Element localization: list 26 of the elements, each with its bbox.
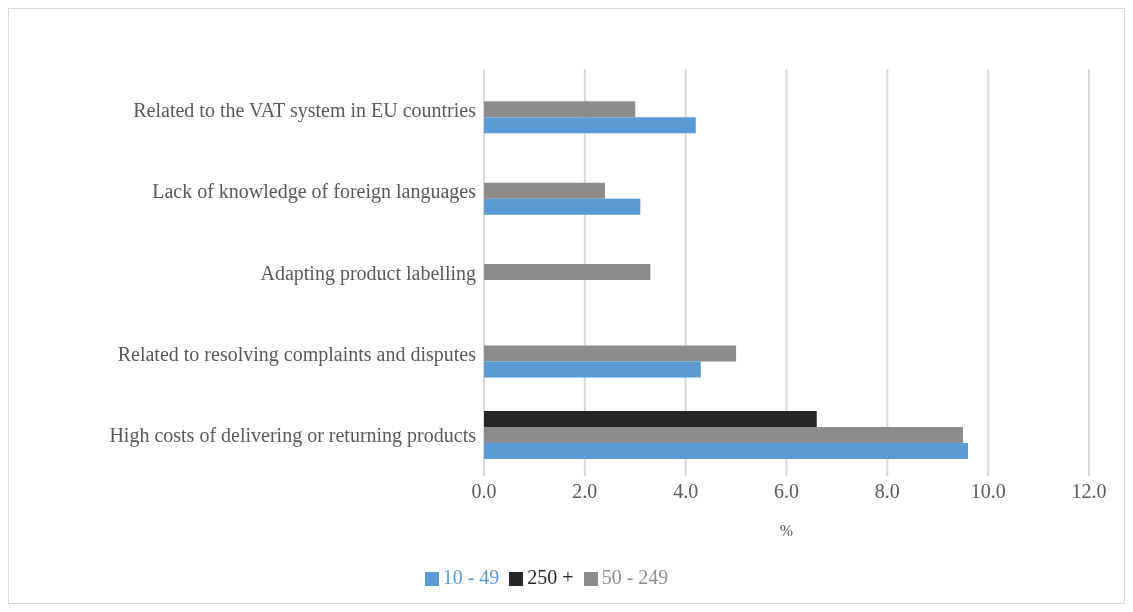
bar [484, 442, 968, 459]
y-tick-label: Lack of knowledge of foreign languages [152, 180, 477, 204]
y-tick-label: Related to the VAT system in EU countries [133, 98, 477, 122]
x-tick-label: 0.0 [471, 480, 497, 503]
bar [484, 426, 963, 443]
bar [484, 410, 817, 427]
bar [484, 117, 696, 134]
x-axis-title: % [779, 522, 794, 539]
y-tick-label: Adapting product labelling [260, 261, 476, 285]
bar [484, 264, 651, 281]
x-tick-label: 8.0 [874, 480, 900, 503]
legend-label: 50 - 249 [601, 566, 669, 588]
x-tick-label: 6.0 [774, 480, 799, 503]
x-tick-label: 12.0 [1071, 480, 1107, 503]
bar [484, 198, 641, 215]
x-tick-label: 4.0 [673, 480, 699, 503]
y-tick-label: High costs of delivering or returning products [109, 424, 477, 448]
legend-label: 250 + [527, 566, 574, 588]
bar [484, 361, 701, 378]
y-tick-label: Related to resolving complaints and disputes [117, 343, 477, 366]
legend-label: 10 - 49 [442, 566, 500, 588]
x-tick-label: 10.0 [970, 480, 1006, 503]
x-tick-label: 2.0 [572, 480, 598, 503]
bar [484, 345, 737, 362]
bar [484, 182, 605, 199]
bar [484, 101, 636, 118]
